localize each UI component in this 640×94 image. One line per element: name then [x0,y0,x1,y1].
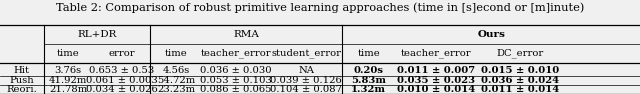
Text: Table 2: Comparison of robust primitive learning approaches (time in [s]econd or: Table 2: Comparison of robust primitive … [56,3,584,13]
Text: 54.72m: 54.72m [157,76,195,85]
Text: teacher_error: teacher_error [200,48,271,58]
Text: 0.653 ± 0.53: 0.653 ± 0.53 [89,66,154,75]
Text: Push: Push [10,76,34,85]
Text: NA: NA [298,66,314,75]
Text: Ours: Ours [477,30,505,39]
Text: time: time [164,49,188,58]
Text: DC_error: DC_error [497,48,543,58]
Text: time: time [57,49,79,58]
Text: 0.20s: 0.20s [354,66,383,75]
Text: 0.011 ± 0.007: 0.011 ± 0.007 [397,66,475,75]
Text: 3.76s: 3.76s [54,66,82,75]
Text: 21.78m: 21.78m [49,85,87,94]
Text: Hit: Hit [14,66,30,75]
Text: 0.015 ± 0.010: 0.015 ± 0.010 [481,66,559,75]
Text: teacher_error: teacher_error [401,48,471,58]
Text: 0.086 ± 0.065: 0.086 ± 0.065 [200,85,271,94]
Text: 5.83m: 5.83m [351,76,386,85]
Text: RL+DR: RL+DR [77,30,116,39]
Text: 1.32m: 1.32m [351,85,386,94]
Text: 0.061 ± 0.003: 0.061 ± 0.003 [86,76,157,85]
Text: 4.56s: 4.56s [163,66,189,75]
Text: 0.010 ± 0.014: 0.010 ± 0.014 [397,85,475,94]
Text: time: time [357,49,380,58]
Text: 0.053 ± 0.103: 0.053 ± 0.103 [200,76,272,85]
Text: 23.23m: 23.23m [157,85,195,94]
Text: error: error [108,49,135,58]
Text: 0.034 ± 0.026: 0.034 ± 0.026 [86,85,157,94]
Text: 0.035 ± 0.023: 0.035 ± 0.023 [397,76,475,85]
Text: RMA: RMA [234,30,259,39]
Text: 0.011 ± 0.014: 0.011 ± 0.014 [481,85,559,94]
Text: 0.036 ± 0.024: 0.036 ± 0.024 [481,76,559,85]
Text: 0.036 ± 0.030: 0.036 ± 0.030 [200,66,271,75]
Text: student_error: student_error [271,48,341,58]
Text: 0.104 ± 0.087: 0.104 ± 0.087 [270,85,342,94]
Text: 0.039 ± 0.126: 0.039 ± 0.126 [270,76,342,85]
Text: Reori.: Reori. [6,85,37,94]
Text: 41.92m: 41.92m [49,76,87,85]
